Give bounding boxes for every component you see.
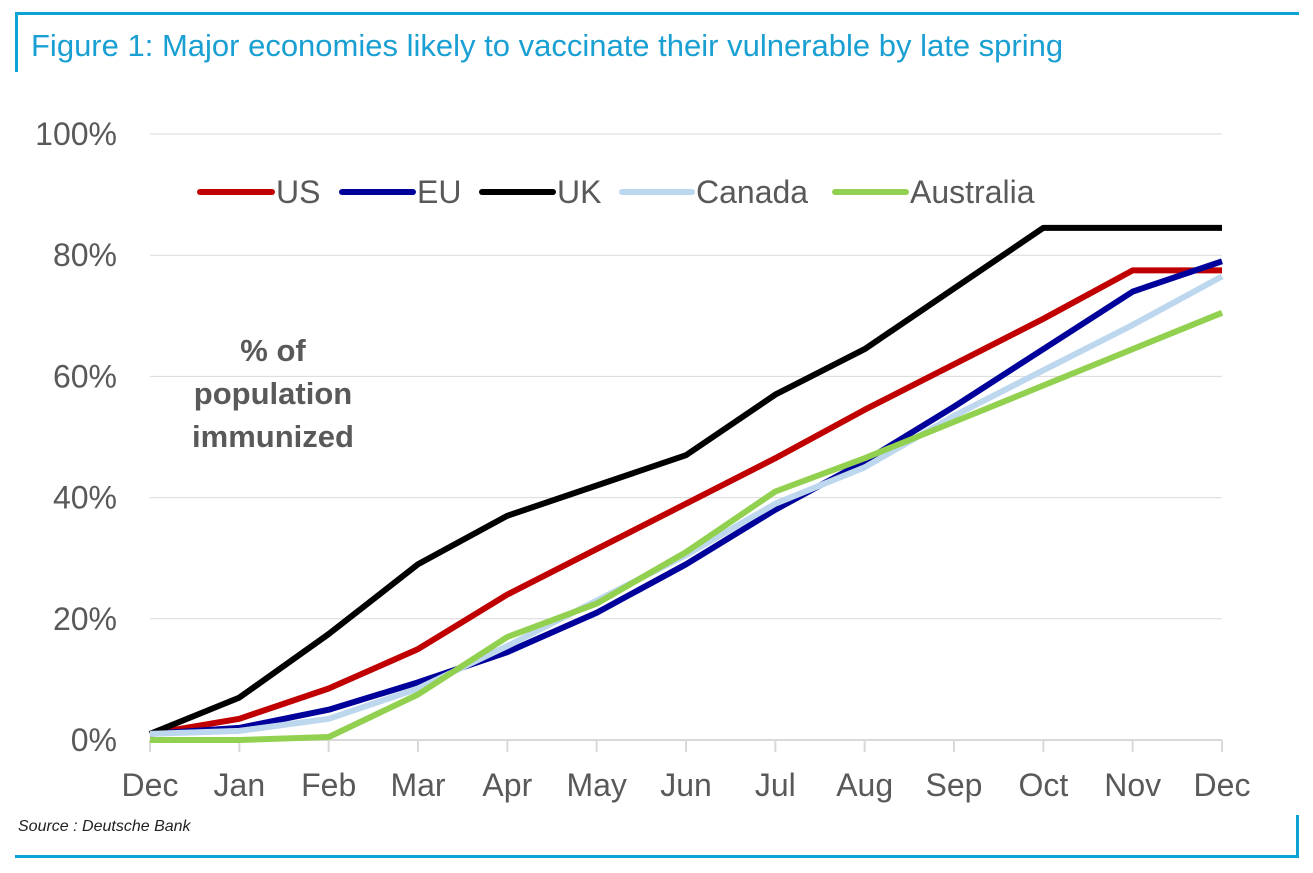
frame-bottom-rule [15,855,1299,858]
legend-label-australia: Australia [910,174,1035,210]
x-tick-label: Dec [1194,767,1251,803]
annotation-line: population [194,376,352,411]
x-tick-label: Jan [214,767,266,803]
annotation-line: immunized [192,419,354,454]
x-tick-label: Sep [926,767,983,803]
y-tick-label: 0% [71,722,117,758]
x-tick-label: Dec [122,767,179,803]
legend-label-uk: UK [557,174,601,210]
y-tick-label: 60% [53,358,117,394]
legend-label-us: US [276,174,320,210]
x-axis [149,739,1223,752]
frame-left-rule [15,12,18,72]
frame-top-rule [15,12,1299,15]
frame-right-rule [1296,815,1299,858]
y-tick-label: 40% [53,480,117,516]
x-tick-label: Apr [482,767,532,803]
series-line-uk [148,224,1222,737]
annotation-line: % of [240,333,306,368]
legend-label-eu: EU [417,174,461,210]
x-tick-label: Aug [836,767,893,803]
x-tick-label: Feb [301,767,356,803]
x-tick-label: Nov [1104,767,1161,803]
y-tick-label: 100% [35,116,117,152]
x-tick-label: Oct [1018,767,1068,803]
x-tick-label: Jun [660,767,712,803]
legend-label-canada: Canada [696,174,808,210]
series-line-australia [150,310,1224,743]
x-tick-label: May [566,767,626,803]
gridlines [150,133,1222,620]
y-axis-tick-labels: 0% 20% 40% 60% 80% 100% [35,116,117,758]
y-tick-label: 20% [53,601,117,637]
annotation: % of population immunized [192,333,354,454]
x-tick-label: Mar [390,767,445,803]
y-tick-label: 80% [53,237,117,273]
series-line-eu [149,258,1223,737]
x-tick-label: Jul [755,767,796,803]
x-axis-tick-labels: Dec Jan Feb Mar Apr May Jun Jul Aug Sep Oct Nov Dec [122,767,1251,803]
figure-title: Figure 1: Major economies likely to vacc… [31,28,1064,63]
series-line-us [149,267,1222,737]
source-note: Source : Deutsche Bank [18,818,191,835]
legend: US EU UK Canada Australia [197,174,1035,210]
series-lines [148,224,1224,743]
